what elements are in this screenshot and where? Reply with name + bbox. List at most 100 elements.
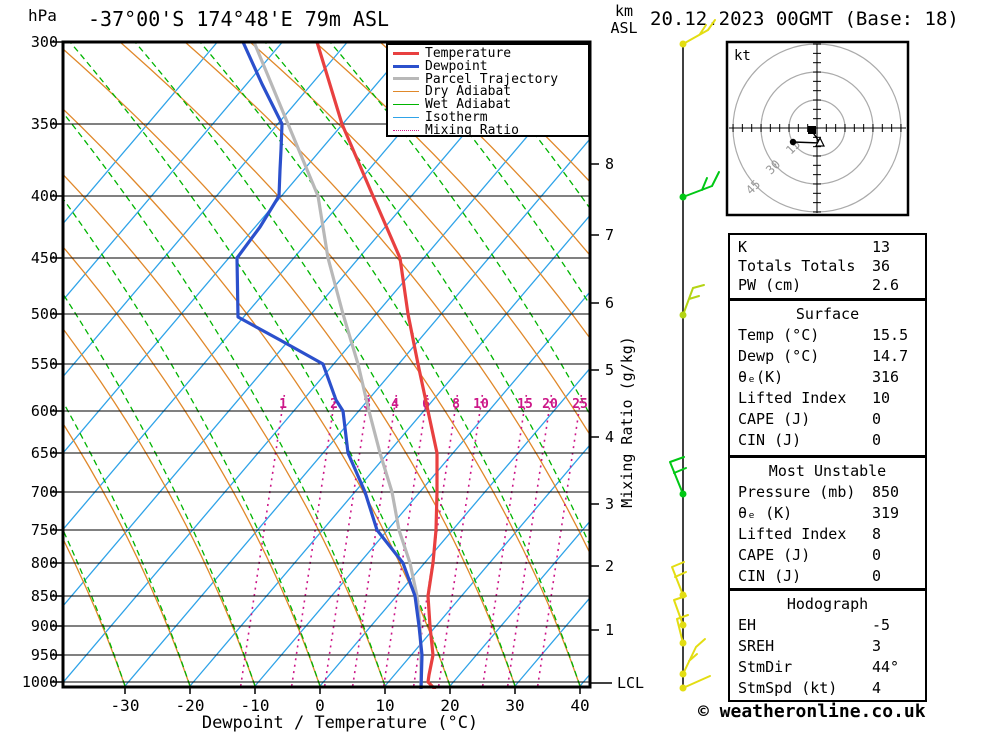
row-value: 4: [872, 679, 882, 697]
svg-text:750: 750: [31, 521, 58, 539]
pressure-gridlines: [63, 41, 590, 683]
svg-text:950: 950: [31, 646, 58, 664]
svg-text:600: 600: [31, 402, 58, 420]
table-row: Lifted Index 8: [730, 524, 925, 545]
legend-swatch: [393, 91, 419, 93]
svg-text:-30: -30: [111, 696, 140, 715]
svg-text:900: 900: [31, 617, 58, 635]
svg-text:850: 850: [31, 587, 58, 605]
wind-barb: [682, 284, 705, 316]
axis-labels: 3003504004505005506006507007508008509009…: [22, 33, 644, 733]
row-value: 0: [872, 567, 882, 585]
svg-text:500: 500: [31, 305, 58, 323]
row-label: Lifted Index: [738, 525, 847, 543]
wind-barb: [682, 171, 720, 198]
table-title: Most Unstable: [768, 462, 887, 480]
row-value: 0: [872, 410, 882, 428]
row-label: CAPE (J): [738, 546, 811, 564]
svg-text:40: 40: [570, 696, 589, 715]
row-label: K: [738, 238, 748, 256]
table-hodograph: Hodograph EH -5 SREH 3 StmDir 44° StmSpd (kt) 4: [728, 589, 927, 702]
table-most_unstable: Most Unstable Pressure (mb) 850 θₑ (K) 319 Li…: [728, 456, 927, 590]
legend-swatch: [393, 129, 419, 131]
svg-text:800: 800: [31, 554, 58, 572]
hodograph-unit: kt: [734, 48, 751, 64]
row-value: 15.5: [872, 326, 909, 344]
legend-item: Isotherm: [393, 109, 588, 125]
table-row: K 13: [730, 238, 925, 257]
svg-text:1: 1: [605, 621, 614, 639]
table-row: Temp (°C) 15.5: [730, 325, 925, 346]
svg-text:10: 10: [473, 397, 489, 412]
svg-text:5: 5: [605, 361, 614, 379]
table-indices: K 13 Totals Totals 36 PW (cm) 2.6: [728, 233, 927, 300]
row-label: θₑ (K): [738, 504, 793, 522]
legend: Temperature Dewpoint Parcel Trajectory Dry …: [386, 43, 590, 138]
hodograph-frame: [725, 40, 910, 217]
station-title: -37°00'S 174°48'E 79m ASL: [88, 7, 390, 31]
table-title: Hodograph: [786, 595, 869, 613]
legend-label: Temperature: [425, 45, 512, 61]
row-label: Pressure (mb): [738, 483, 856, 501]
copyright-link[interactable]: © weatheronline.co.uk: [698, 701, 926, 722]
table-surface: Surface Temp (°C) 15.5 Dewp (°C) 14.7 θₑ(K) 31…: [728, 299, 927, 457]
svg-text:450: 450: [31, 249, 58, 267]
table-row: Pressure (mb) 850: [730, 482, 925, 503]
svg-text:4: 4: [605, 428, 614, 446]
svg-text:4: 4: [391, 397, 399, 412]
row-label: PW (cm): [738, 276, 802, 294]
table-title: Surface: [795, 305, 860, 323]
legend-label: Isotherm: [425, 109, 488, 125]
svg-text:1: 1: [279, 397, 287, 412]
table-row: EH -5: [730, 615, 925, 636]
svg-text:6: 6: [605, 294, 614, 312]
svg-text:400: 400: [31, 187, 58, 205]
legend-item: Parcel Trajectory: [393, 72, 588, 87]
svg-text:8: 8: [452, 397, 460, 412]
row-label: CIN (J): [738, 567, 802, 585]
svg-text:350: 350: [31, 115, 58, 133]
svg-text:-20: -20: [176, 696, 205, 715]
row-label: SREH: [738, 637, 775, 655]
row-value: 0: [872, 431, 882, 449]
legend-item: Dewpoint: [393, 58, 588, 74]
row-value: 316: [872, 368, 900, 386]
legend-label: Dewpoint: [425, 58, 488, 74]
table-row: Lifted Index 10: [730, 388, 925, 409]
svg-text:25: 25: [572, 397, 588, 412]
row-label: Lifted Index: [738, 389, 847, 407]
legend-item: Mixing Ratio: [393, 123, 588, 138]
wind-barb: [682, 19, 716, 45]
row-label: EH: [738, 616, 757, 634]
temperature-curve: [315, 41, 439, 689]
table-row: Totals Totals 36: [730, 257, 925, 276]
svg-text:0: 0: [315, 696, 325, 715]
svg-text:550: 550: [31, 355, 58, 373]
table-row: StmSpd (kt) 4: [730, 678, 925, 699]
row-value: 14.7: [872, 347, 909, 365]
run-datetime: 20.12.2023 00GMT (Base: 18): [650, 8, 959, 30]
legend-swatch: [393, 64, 419, 68]
row-value: 850: [872, 483, 900, 501]
legend-swatch: [393, 104, 419, 106]
svg-text:30: 30: [505, 696, 524, 715]
dewpoint-curve: [235, 41, 424, 689]
row-value: 2.6: [872, 276, 900, 294]
row-value: 8: [872, 525, 882, 543]
svg-text:15: 15: [517, 397, 533, 412]
row-label: θₑ(K): [738, 368, 784, 386]
row-value: 0: [872, 546, 882, 564]
row-value: -5: [872, 616, 891, 634]
x-axis-title: Dewpoint / Temperature (°C): [202, 713, 478, 733]
table-row: StmDir 44°: [730, 657, 925, 678]
table-row: CAPE (J) 0: [730, 545, 925, 566]
wind-barbs: [669, 19, 720, 692]
row-label: Dewp (°C): [738, 347, 820, 365]
row-label: StmSpd (kt): [738, 679, 838, 697]
wind-barb: [671, 561, 687, 596]
table-row: PW (cm) 2.6: [730, 276, 925, 295]
table-row: CIN (J) 0: [730, 566, 925, 587]
svg-text:20: 20: [542, 397, 558, 412]
wind-barb: [682, 675, 711, 689]
